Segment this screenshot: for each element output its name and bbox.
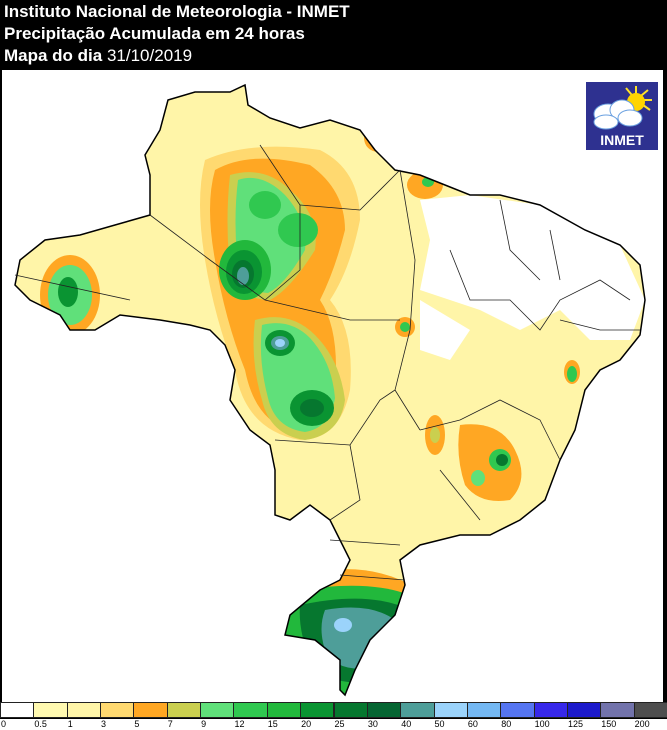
legend-label: 200	[634, 719, 650, 729]
legend-label: 60	[467, 719, 478, 729]
legend-swatch	[600, 702, 635, 718]
legend-label: 50	[434, 719, 445, 729]
legend-label: 100	[534, 719, 550, 729]
legend-swatch	[100, 702, 135, 718]
legend-swatch	[166, 702, 202, 718]
title: Instituto Nacional de Meteorologia - INM…	[4, 2, 350, 21]
date-line: Mapa do dia 31/10/2019	[4, 46, 192, 66]
header: Instituto Nacional de Meteorologia - INM…	[0, 0, 667, 70]
legend-swatch	[300, 702, 335, 718]
legend-swatch	[266, 702, 302, 718]
legend-label: 125	[567, 719, 583, 729]
legend-label: 25	[334, 719, 345, 729]
legend-label: 1	[67, 719, 73, 729]
legend-swatch	[533, 702, 568, 718]
legend-swatch	[400, 702, 435, 718]
precipitation-legend: 0 0.5 1 3 5 7 9 12 15 20 25 30 40 50 60 80 100 125 150 200	[0, 702, 667, 730]
legend-label: 7	[167, 719, 173, 729]
precipitation-map	[2, 70, 663, 702]
legend-swatch	[233, 702, 268, 718]
legend-swatch	[0, 702, 35, 718]
legend-label: 30	[367, 719, 378, 729]
logo-text: INMET	[600, 132, 644, 148]
legend-swatch	[200, 702, 235, 718]
legend-swatch	[466, 702, 502, 718]
legend-baseline	[0, 718, 667, 719]
legend-swatch	[633, 702, 667, 718]
legend-label: 0	[1, 719, 7, 729]
legend-label: 12	[234, 719, 245, 729]
legend-swatch	[566, 702, 602, 718]
legend-swatch	[500, 702, 535, 718]
legend-label: 150	[601, 719, 617, 729]
legend-label: 40	[401, 719, 412, 729]
legend-swatch	[33, 702, 68, 718]
subtitle: Precipitação Acumulada em 24 horas	[4, 24, 305, 43]
legend-label: 20	[301, 719, 312, 729]
legend-label: 9	[201, 719, 207, 729]
date-value: 31/10/2019	[106, 46, 193, 65]
date-label: Mapa do dia	[4, 46, 103, 65]
legend-label: 5	[134, 719, 140, 729]
legend-label: 80	[501, 719, 512, 729]
brazil-map	[2, 70, 663, 702]
legend-swatch	[66, 702, 102, 718]
legend-swatch	[133, 702, 168, 718]
legend-label: 15	[267, 719, 278, 729]
legend-label: 0.5	[34, 719, 47, 729]
legend-swatch	[366, 702, 402, 718]
legend-label: 3	[101, 719, 107, 729]
inmet-logo: INMET	[586, 82, 658, 150]
cloud-sun-icon	[593, 86, 652, 130]
legend-swatch	[433, 702, 468, 718]
legend-swatch	[333, 702, 368, 718]
